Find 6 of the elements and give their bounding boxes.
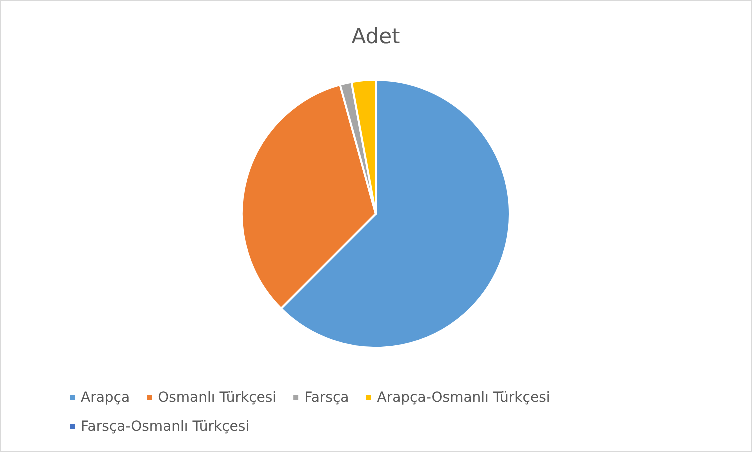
legend-label: Arapça-Osmanlı Türkçesi [377,390,550,406]
legend-label: Farsça [304,390,350,406]
legend-label: Arapça [81,390,130,406]
chart-title: Adet [352,24,400,48]
legend-label: Osmanlı Türkçesi [158,390,277,406]
legend-label: Farsça-Osmanlı Türkçesi [81,419,250,435]
